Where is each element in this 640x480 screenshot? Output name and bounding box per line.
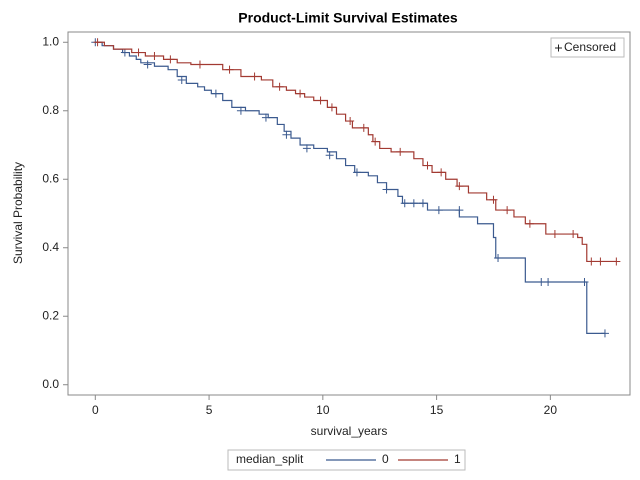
censored-mark	[503, 206, 512, 215]
censored-mark	[409, 199, 418, 208]
censored-mark	[400, 199, 409, 208]
censored-mark	[325, 151, 334, 160]
censored-mark	[423, 161, 432, 170]
censored-mark	[489, 195, 498, 204]
legend-label: 1	[454, 452, 461, 466]
censored-mark	[569, 230, 578, 239]
censored-mark	[225, 65, 234, 74]
censored-mark	[150, 51, 159, 60]
y-tick-label: 0.2	[42, 308, 59, 322]
censored-mark	[550, 230, 559, 239]
censored-mark	[236, 106, 245, 115]
censored-mark	[120, 48, 129, 57]
censored-mark	[544, 277, 553, 286]
x-tick-label: 10	[316, 403, 330, 417]
censored-mark	[166, 55, 175, 64]
censored-mark	[261, 113, 270, 122]
censored-mark	[359, 123, 368, 132]
censored-mark	[600, 329, 609, 338]
censored-mark	[143, 60, 152, 69]
y-tick-label: 0.6	[42, 171, 59, 185]
legend-label: 0	[382, 452, 389, 466]
censored-mark	[580, 277, 589, 286]
chart-title: Product-Limit Survival Estimates	[238, 10, 458, 26]
x-tick-label: 5	[206, 403, 213, 417]
x-tick-label: 20	[544, 403, 558, 417]
censored-mark	[93, 38, 102, 47]
censored-mark	[494, 254, 503, 263]
x-tick-label: 0	[92, 403, 99, 417]
plot-frame	[67, 31, 631, 396]
censored-mark	[612, 257, 621, 266]
censored-mark	[537, 277, 546, 286]
censored-mark	[316, 96, 325, 105]
censored-mark	[525, 219, 534, 228]
censored-mark	[327, 103, 336, 112]
legend-title: median_split	[236, 452, 304, 466]
censored-mark	[195, 60, 204, 69]
censored-mark	[596, 257, 605, 266]
censored-mark	[282, 130, 291, 139]
y-tick-label: 0.4	[42, 240, 59, 254]
censored-legend-symbol	[555, 44, 562, 52]
survival-curve	[95, 41, 605, 334]
censored-mark	[587, 257, 596, 266]
x-tick-label: 15	[430, 403, 444, 417]
censored-mark	[455, 206, 464, 215]
censored-mark	[302, 144, 311, 153]
y-tick-label: 0.8	[42, 103, 59, 117]
censored-mark	[382, 185, 391, 194]
censored-mark	[275, 82, 284, 91]
censored-legend-box	[550, 37, 625, 58]
censored-mark	[134, 48, 143, 57]
censored-mark	[455, 182, 464, 191]
censored-mark	[434, 206, 443, 215]
censored-mark	[437, 168, 446, 177]
censored-mark	[371, 137, 380, 146]
censored-mark	[211, 89, 220, 98]
censored-mark	[396, 147, 405, 156]
y-tick-label: 1.0	[42, 34, 59, 48]
y-axis-label: Survival Probability	[11, 162, 25, 264]
censored-mark	[250, 72, 259, 81]
censored-mark	[346, 117, 355, 126]
censored-mark	[177, 75, 186, 84]
censored-mark	[296, 89, 305, 98]
censored-mark	[418, 199, 427, 208]
censored-mark	[352, 168, 361, 177]
censored-legend-label: Censored	[564, 40, 616, 54]
x-axis-label: survival_years	[311, 424, 388, 438]
y-tick-label: 0.0	[42, 377, 59, 391]
